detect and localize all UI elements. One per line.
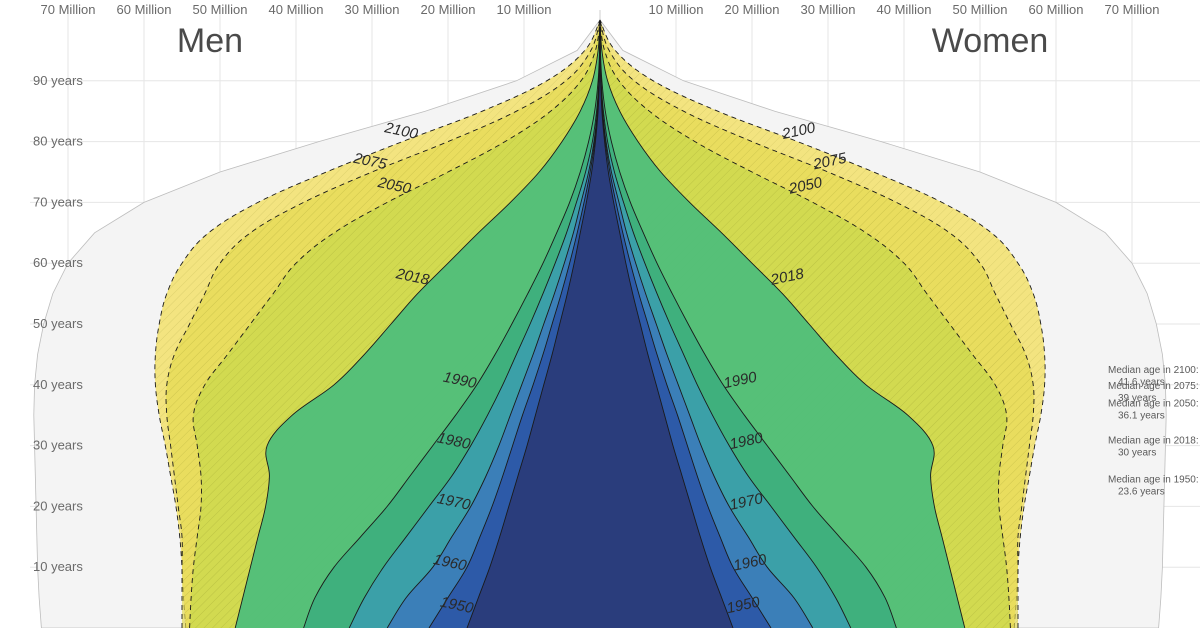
median-note-line2: 30 years [1118, 448, 1156, 459]
x-tick-label: 60 Million [1029, 2, 1084, 17]
median-note-line1: Median age in 2050: [1108, 399, 1199, 410]
median-note-line1: Median age in 2100: [1108, 365, 1199, 376]
x-tick-label: 20 Million [421, 2, 476, 17]
x-tick-label: 10 Million [649, 2, 704, 17]
x-tick-label: 70 Million [41, 2, 96, 17]
y-axis-labels: 10 years 20 years 30 years 40 years 50 years… [33, 73, 83, 574]
women-title: Women [932, 22, 1049, 60]
x-tick-label: 50 Million [953, 2, 1008, 17]
x-tick-label: 20 Million [725, 2, 780, 17]
x-tick-label: 30 Million [801, 2, 856, 17]
median-note-line1: Median age in 2075: [1108, 381, 1199, 392]
x-tick-label: 30 Million [345, 2, 400, 17]
chart-svg: 10 Million 10 Million 20 Million 20 Million… [0, 0, 1200, 628]
x-tick-label: 70 Million [1105, 2, 1160, 17]
y-tick-label: 20 years [33, 498, 83, 513]
median-note-line1: Median age in 1950: [1108, 475, 1199, 486]
x-tick-label: 40 Million [269, 2, 324, 17]
y-tick-label: 10 years [33, 559, 83, 574]
y-tick-label: 60 years [33, 255, 83, 270]
median-note-line1: Median age in 2018: [1108, 436, 1199, 447]
x-tick-label: 50 Million [193, 2, 248, 17]
median-note-line2: 36.1 years [1118, 411, 1165, 422]
y-tick-label: 40 years [33, 377, 83, 392]
x-tick-label: 10 Million [497, 2, 552, 17]
y-tick-label: 50 years [33, 316, 83, 331]
median-note-line2: 23.6 years [1118, 487, 1165, 498]
x-tick-label: 40 Million [877, 2, 932, 17]
population-pyramid-chart: 10 Million 10 Million 20 Million 20 Million… [0, 0, 1200, 628]
x-tick-label: 60 Million [117, 2, 172, 17]
y-tick-label: 80 years [33, 134, 83, 149]
y-tick-label: 70 years [33, 194, 83, 209]
y-tick-label: 30 years [33, 438, 83, 453]
pyramid-layers [155, 20, 1045, 628]
y-tick-label: 90 years [33, 73, 83, 88]
men-title: Men [177, 22, 243, 60]
